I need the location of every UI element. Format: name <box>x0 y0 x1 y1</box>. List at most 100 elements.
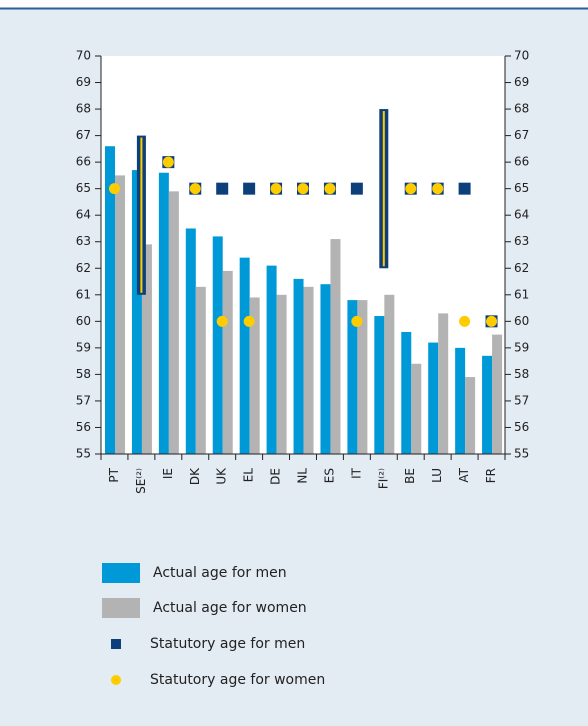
bar <box>195 286 206 454</box>
x-tick-label: ES <box>322 468 336 483</box>
y2-tick-label: 69 <box>514 75 529 89</box>
y2-tick-label: 63 <box>514 234 529 248</box>
bar <box>303 286 314 454</box>
y2-tick-label: 67 <box>514 128 529 142</box>
legend-label: Statutory age for women <box>150 672 325 688</box>
y2-tick-label: 60 <box>514 314 529 328</box>
x-tick-label: DK <box>188 467 202 485</box>
statutory-women <box>351 315 363 327</box>
statutory-women <box>270 183 282 195</box>
x-tick-label: AT <box>457 467 471 482</box>
y2-tick-label: 59 <box>514 340 529 354</box>
y-tick-label: 65 <box>76 181 91 195</box>
x-tick-label: PT <box>107 467 121 482</box>
legend-label: Actual age for men <box>153 565 287 581</box>
statutory-women <box>216 315 228 327</box>
bar <box>455 347 466 454</box>
bar <box>239 257 250 454</box>
y-tick-label: 69 <box>76 75 91 89</box>
y-tick-label: 60 <box>76 314 91 328</box>
bar <box>141 244 152 454</box>
bar <box>482 355 493 454</box>
bar <box>374 316 385 454</box>
x-tick-label: SE⁽²⁾ <box>134 468 148 494</box>
y-tick-label: 68 <box>76 102 91 116</box>
y2-tick-label: 64 <box>514 208 529 222</box>
x-tick-label: NL <box>296 468 310 484</box>
statutory-men <box>243 182 256 195</box>
y2-tick-label: 61 <box>514 287 529 301</box>
bar <box>330 239 341 454</box>
statutory-range-women <box>382 111 385 267</box>
y2-tick-label: 57 <box>514 393 529 407</box>
y-tick-label: 59 <box>76 340 91 354</box>
statutory-women <box>243 315 255 327</box>
statutory-women <box>459 315 471 327</box>
statutory-range-women <box>140 137 143 293</box>
y2-tick-label: 65 <box>514 181 529 195</box>
bar <box>357 300 368 454</box>
legend-swatch <box>111 639 121 649</box>
y-tick-label: 61 <box>76 287 91 301</box>
y-tick-label: 58 <box>76 367 91 381</box>
y-tick-label: 66 <box>76 155 91 169</box>
legend-swatch <box>102 598 140 618</box>
statutory-women <box>108 183 120 195</box>
y-tick-label: 67 <box>76 128 91 142</box>
statutory-women <box>405 183 417 195</box>
y2-tick-label: 55 <box>514 447 529 461</box>
statutory-women <box>189 183 201 195</box>
bar <box>428 342 439 454</box>
bar <box>168 191 179 454</box>
bar <box>384 294 395 454</box>
x-tick-label: FR <box>484 468 498 483</box>
legend-label: Actual age for women <box>153 600 307 616</box>
bar <box>212 236 223 454</box>
bar <box>222 270 233 454</box>
y-tick-label: 70 <box>76 49 91 63</box>
bar <box>465 377 476 454</box>
bar <box>266 265 277 454</box>
statutory-women <box>297 183 309 195</box>
bar <box>131 170 142 455</box>
bar <box>115 175 125 454</box>
x-tick-label: EL <box>242 468 256 483</box>
statutory-men <box>216 182 229 195</box>
x-tick-label: UK <box>215 467 229 485</box>
y-tick-label: 55 <box>76 447 91 461</box>
statutory-men <box>458 182 471 195</box>
bar <box>411 363 422 454</box>
bar <box>249 297 260 454</box>
statutory-women <box>432 183 444 195</box>
bar <box>438 313 449 454</box>
y2-tick-label: 70 <box>514 49 529 63</box>
bar <box>347 300 358 454</box>
statutory-women <box>162 156 174 168</box>
bar <box>293 278 304 454</box>
bar <box>158 172 169 454</box>
y-tick-label: 64 <box>76 208 91 222</box>
y2-tick-label: 58 <box>514 367 529 381</box>
y-tick-label: 62 <box>76 261 91 275</box>
y2-tick-label: 56 <box>514 420 529 434</box>
x-tick-label: BE <box>403 468 417 484</box>
bar <box>276 294 287 454</box>
bar <box>401 331 412 454</box>
legend-swatch <box>111 675 121 685</box>
legend-swatch <box>102 563 140 583</box>
y-tick-label: 57 <box>76 393 91 407</box>
y-tick-label: 56 <box>76 420 91 434</box>
y-tick-label: 63 <box>76 234 91 248</box>
legend-label: Statutory age for men <box>150 636 305 652</box>
statutory-women <box>324 183 336 195</box>
bar <box>320 284 331 454</box>
y2-tick-label: 62 <box>514 261 529 275</box>
statutory-women <box>486 315 498 327</box>
x-tick-label: IE <box>161 468 175 479</box>
x-tick-label: LU <box>430 468 444 483</box>
bar <box>105 146 115 455</box>
statutory-men <box>350 182 363 195</box>
y2-tick-label: 66 <box>514 155 529 169</box>
y2-tick-label: 68 <box>514 102 529 116</box>
